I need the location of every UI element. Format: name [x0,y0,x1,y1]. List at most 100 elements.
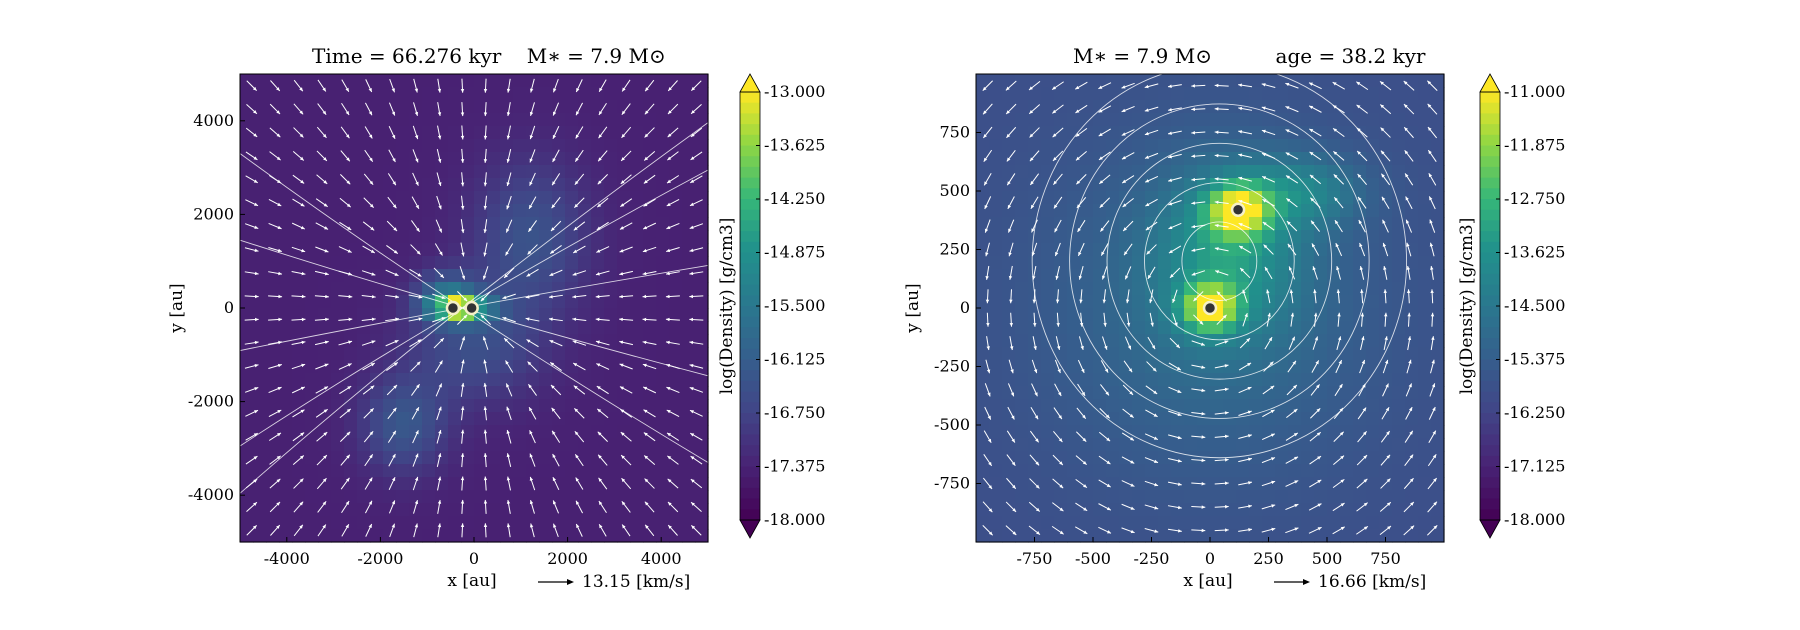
density-cell [487,477,501,491]
density-cell [1340,74,1354,88]
density-cell [1132,308,1146,322]
density-cell [1132,321,1146,335]
density-cell [409,100,423,114]
density-cell [1184,282,1198,296]
density-cell [331,230,345,244]
density-cell [989,191,1003,205]
density-cell [1093,529,1107,543]
density-cell [1340,347,1354,361]
density-cell [539,113,553,127]
density-cell [240,360,254,374]
density-cell [1028,347,1042,361]
density-cell [565,152,579,166]
density-cell [1106,516,1120,530]
density-cell [552,152,566,166]
density-cell [1054,282,1068,296]
density-cell [989,373,1003,387]
density-cell [487,165,501,179]
density-cell [1353,139,1367,153]
density-cell [1080,360,1094,374]
density-cell [565,334,579,348]
density-cell [422,269,436,283]
density-cell [448,347,462,361]
density-cell [1158,477,1172,491]
density-cell [526,269,540,283]
density-cell [989,243,1003,257]
density-cell [344,113,358,127]
density-cell [1327,256,1341,270]
density-cell [1015,464,1029,478]
density-cell [318,87,332,101]
density-cell [539,217,553,231]
density-cell [1392,425,1406,439]
density-cell [1041,386,1055,400]
density-cell [1015,282,1029,296]
density-cell [1366,412,1380,426]
density-cell [487,113,501,127]
density-cell [1132,152,1146,166]
density-cell [292,373,306,387]
density-cell [513,412,527,426]
density-cell [1249,74,1263,88]
density-cell [487,139,501,153]
density-cell [1418,204,1432,218]
density-cell [1249,386,1263,400]
density-cell [240,87,254,101]
density-cell [1249,490,1263,504]
density-cell [1418,152,1432,166]
density-cell [513,204,527,218]
density-cell [976,217,990,231]
density-cell [487,373,501,387]
density-cell [513,113,527,127]
density-cell [383,152,397,166]
density-cell [1431,87,1445,101]
density-cell [357,373,371,387]
density-cell [1223,256,1237,270]
density-cell [474,477,488,491]
density-cell [396,503,410,517]
density-cell [1080,152,1094,166]
density-cell [1405,529,1419,543]
density-cell [1418,529,1432,543]
density-cell [989,178,1003,192]
colorbar-segment [1480,413,1500,425]
density-cell [240,100,254,114]
density-cell [989,100,1003,114]
density-cell [1002,490,1016,504]
density-cell [1184,295,1198,309]
density-cell [1340,438,1354,452]
density-cell [331,139,345,153]
colorbar-segment [1480,102,1500,114]
density-cell [461,113,475,127]
density-cell [500,204,514,218]
density-cell [318,464,332,478]
density-cell [578,425,592,439]
density-cell [1041,399,1055,413]
density-cell [279,87,293,101]
density-cell [357,347,371,361]
density-cell [1158,451,1172,465]
density-cell [344,74,358,88]
density-cell [1015,477,1029,491]
density-cell [1405,464,1419,478]
density-cell [565,347,579,361]
density-cell [344,243,358,257]
density-cell [578,100,592,114]
density-cell [1015,373,1029,387]
density-cell [552,191,566,205]
density-cell [1431,503,1445,517]
density-cell [279,178,293,192]
density-cell [474,360,488,374]
density-cell [1340,126,1354,140]
density-cell [370,334,384,348]
density-cell [1288,178,1302,192]
colorbar-segment [1480,209,1500,221]
density-cell [989,425,1003,439]
density-cell [331,529,345,543]
density-cell [487,256,501,270]
density-cell [1132,334,1146,348]
density-cell [526,490,540,504]
density-cell [1080,308,1094,322]
density-cell [1340,321,1354,335]
density-cell [409,204,423,218]
